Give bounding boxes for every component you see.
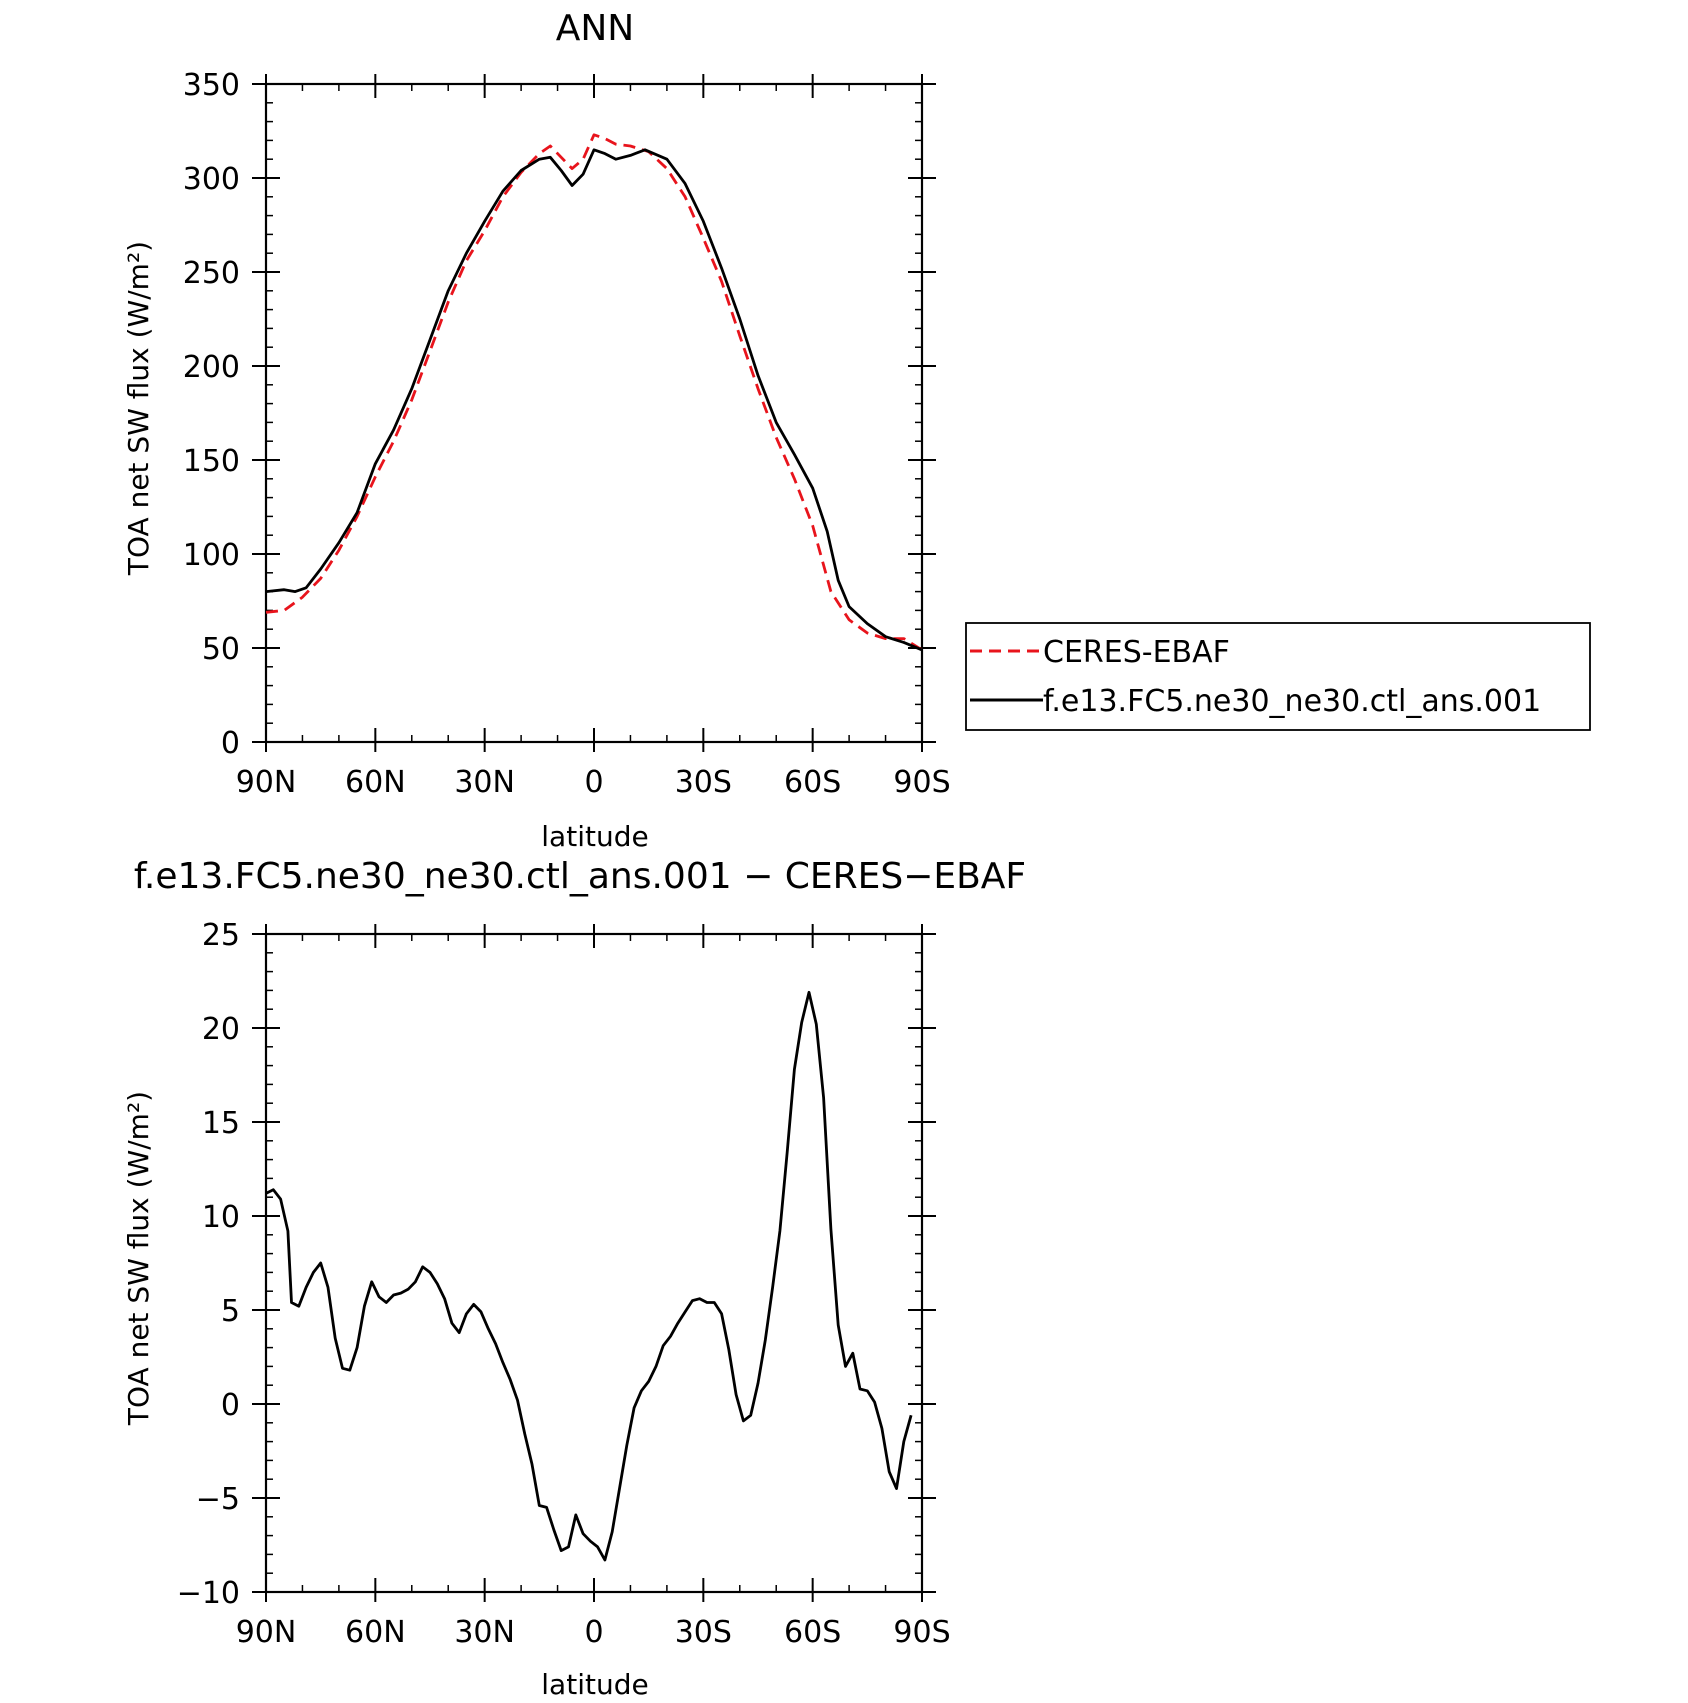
top-series (265, 133, 923, 652)
bottom-series-line-0 (265, 990, 913, 1562)
bottom-y-tick-label: 25 (202, 918, 240, 953)
bottom-y-tick-label: 0 (221, 1388, 240, 1423)
bottom-y-tick-label: −5 (196, 1482, 240, 1517)
bottom-y-tick-label: 5 (221, 1294, 240, 1329)
top-y-tick-label: 250 (183, 256, 240, 291)
bottom-x-tick-label: 30N (454, 1615, 515, 1650)
top-x-tick-label: 60S (784, 765, 841, 800)
top-x-tick-label: 30N (454, 765, 515, 800)
bottom-y-tick-label: 15 (202, 1106, 240, 1141)
bottom-y-axis-label: TOA net SW flux (W/m²) (122, 1091, 155, 1426)
top-x-tick-label: 0 (584, 765, 603, 800)
top-chart-title: ANN (556, 8, 635, 49)
bottom-axes: 90N 60N 30N 0 30S 60S 90S −10 −5 0 5 10 15 20 25 (177, 918, 951, 1650)
top-x-tick-label: 30S (675, 765, 732, 800)
bottom-x-tick-label: 90N (236, 1615, 297, 1650)
top-series-line-0 (265, 133, 923, 652)
top-x-tick-label: 60N (345, 765, 406, 800)
bottom-plot-frame (264, 932, 924, 1594)
legend: CERES-EBAF f.e13.FC5.ne30_ne30.ctl_ans.0… (965, 622, 1591, 731)
legend-label-model: f.e13.FC5.ne30_ne30.ctl_ans.001 (1043, 684, 1541, 719)
top-series-line-1 (265, 148, 923, 652)
bottom-x-tick-label: 30S (675, 1615, 732, 1650)
top-y-tick-label: 300 (183, 162, 240, 197)
top-axes: 90N 60N 30N 0 30S 60S 90S 0 50 100 150 200 250 300 350 (183, 68, 951, 800)
bottom-x-axis-label: latitude (541, 1668, 648, 1701)
top-panel: ANN 90N 60N 30N 0 30S 60S 90S 0 50 100 150 200 250 30… (122, 8, 951, 853)
bottom-y-tick-label: −10 (177, 1576, 240, 1611)
legend-box (965, 622, 1591, 731)
top-x-tick-label: 90N (236, 765, 297, 800)
legend-label-ceres: CERES-EBAF (1043, 635, 1230, 670)
top-plot-frame (264, 82, 924, 744)
bottom-y-tick-label: 10 (202, 1200, 240, 1235)
top-y-tick-label: 350 (183, 68, 240, 103)
top-y-tick-label: 150 (183, 444, 240, 479)
bottom-x-tick-label: 90S (893, 1615, 950, 1650)
top-x-axis-label: latitude (541, 820, 648, 853)
top-y-tick-label: 50 (202, 632, 240, 667)
bottom-series (265, 990, 913, 1562)
bottom-x-tick-label: 60N (345, 1615, 406, 1650)
top-y-tick-label: 0 (221, 726, 240, 761)
top-y-axis-label: TOA net SW flux (W/m²) (122, 241, 155, 576)
top-x-tick-label: 90S (893, 765, 950, 800)
bottom-x-tick-label: 60S (784, 1615, 841, 1650)
bottom-x-tick-label: 0 (584, 1615, 603, 1650)
top-y-tick-label: 100 (183, 538, 240, 573)
bottom-panel: f.e13.FC5.ne30_ne30.ctl_ans.001 − CERES−… (122, 856, 1026, 1701)
bottom-y-tick-label: 20 (202, 1012, 240, 1047)
bottom-chart-title: f.e13.FC5.ne30_ne30.ctl_ans.001 − CERES−… (134, 856, 1026, 897)
top-y-tick-label: 200 (183, 350, 240, 385)
